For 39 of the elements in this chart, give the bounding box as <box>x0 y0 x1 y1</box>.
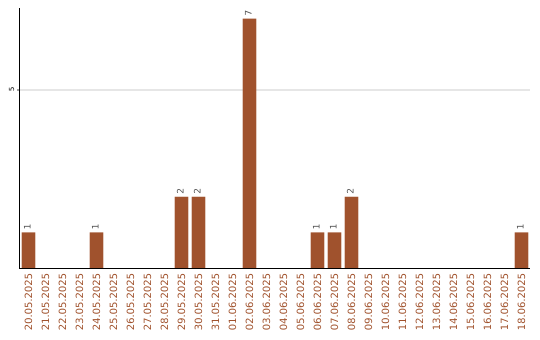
data-label: 1 <box>330 224 340 230</box>
x-tick-label: 12.06.2025 <box>414 273 426 330</box>
x-tick-label: 16.06.2025 <box>482 273 494 330</box>
x-tick-label: 14.06.2025 <box>448 273 460 330</box>
x-tick-label: 23.05.2025 <box>74 273 86 330</box>
x-tick-label: 11.06.2025 <box>398 273 409 330</box>
x-tick-label: 22.05.2025 <box>58 273 69 330</box>
x-tick-label: 20.05.2025 <box>24 273 35 330</box>
x-tick-label: 01.06.2025 <box>228 273 239 330</box>
data-label: 7 <box>244 10 254 16</box>
x-tick-label: 08.06.2025 <box>346 273 358 330</box>
x-tick-label: 04.06.2025 <box>278 273 290 330</box>
x-tick-label: 09.06.2025 <box>364 273 375 330</box>
x-tick-label: 21.05.2025 <box>40 273 52 330</box>
x-tick-label: 02.06.2025 <box>244 273 256 330</box>
x-tick-label: 29.05.2025 <box>176 273 188 330</box>
x-tick-label: 28.05.2025 <box>160 273 171 330</box>
data-label: 2 <box>194 188 204 194</box>
x-tick-label: 06.06.2025 <box>312 273 324 330</box>
data-label: 1 <box>516 224 526 230</box>
data-label: 1 <box>312 224 322 230</box>
x-tick-label: 27.05.2025 <box>142 273 154 330</box>
data-label: 2 <box>176 188 186 194</box>
x-tick-label: 03.06.2025 <box>262 273 273 330</box>
x-tick-label: 18.06.2025 <box>516 273 528 330</box>
x-tick-label: 31.05.2025 <box>210 273 222 330</box>
x-tick-label: 07.06.2025 <box>330 273 341 330</box>
data-label: 1 <box>24 224 34 230</box>
x-tick-label: 26.05.2025 <box>126 273 137 330</box>
x-tick-label: 30.05.2025 <box>194 273 205 330</box>
x-tick-label: 13.06.2025 <box>432 273 443 330</box>
data-label: 2 <box>346 188 356 194</box>
x-tick-label: 24.05.2025 <box>92 273 103 330</box>
data-label: 1 <box>92 224 102 230</box>
x-tick-label: 25.05.2025 <box>108 273 120 330</box>
x-tick-label: 17.06.2025 <box>500 273 511 330</box>
x-tick-label: 10.06.2025 <box>380 273 392 330</box>
x-tick-label: 15.06.2025 <box>466 273 477 330</box>
x-tick-label: 05.06.2025 <box>296 273 307 330</box>
